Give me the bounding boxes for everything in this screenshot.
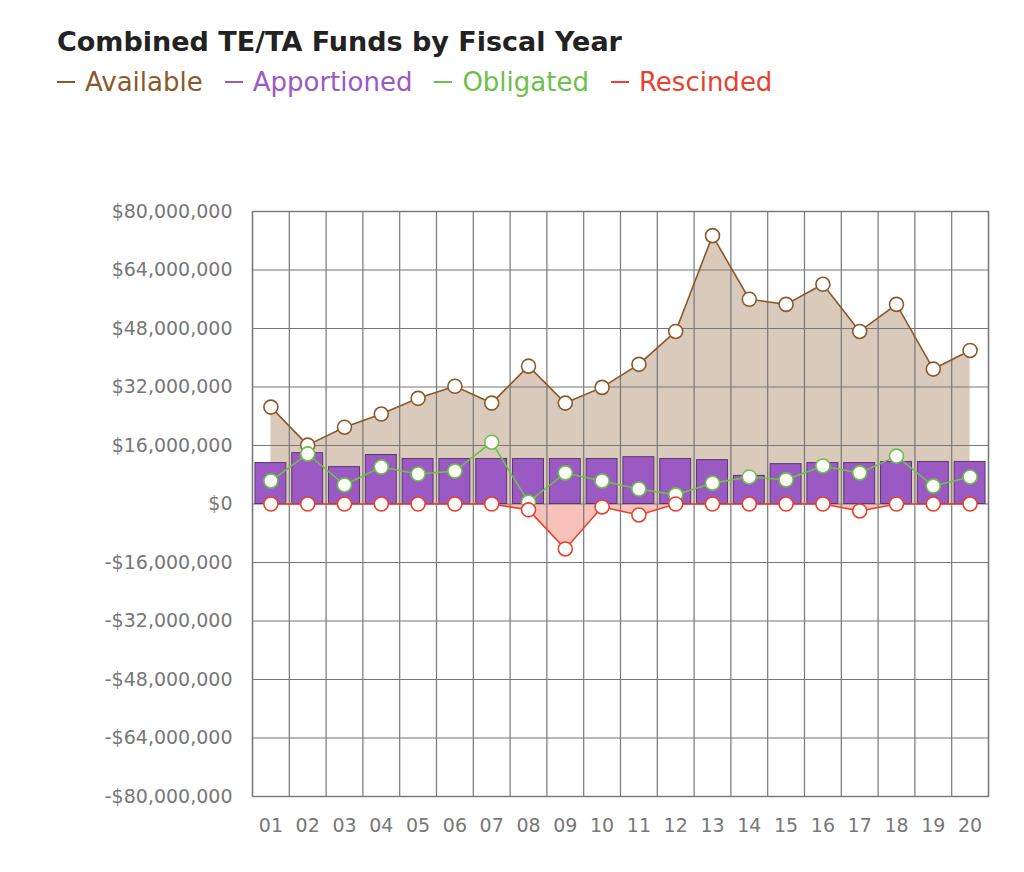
svg-text:$16,000,000: $16,000,000	[112, 434, 233, 456]
svg-text:10: 10	[590, 814, 614, 836]
svg-text:01: 01	[259, 814, 283, 836]
svg-text:05: 05	[406, 814, 430, 836]
svg-text:$48,000,000: $48,000,000	[112, 317, 233, 339]
svg-text:18: 18	[884, 814, 908, 836]
svg-text:11: 11	[627, 814, 651, 836]
svg-text:14: 14	[737, 814, 761, 836]
svg-text:13: 13	[700, 814, 724, 836]
svg-text:12: 12	[664, 814, 688, 836]
svg-text:20: 20	[958, 814, 982, 836]
svg-text:04: 04	[369, 814, 393, 836]
svg-text:$80,000,000: $80,000,000	[112, 200, 233, 222]
svg-text:02: 02	[296, 814, 320, 836]
html-text:Obligated: Obligated	[462, 67, 589, 97]
svg-text:-$32,000,000: -$32,000,000	[105, 609, 233, 631]
svg-text:$0: $0	[208, 492, 232, 514]
html-text:Available: Available	[85, 67, 203, 97]
svg-text:-$48,000,000: -$48,000,000	[105, 668, 233, 690]
html-text:Rescinded: Rescinded	[638, 67, 773, 97]
svg-text:19: 19	[921, 814, 945, 836]
svg-text:17: 17	[848, 814, 872, 836]
svg-text:07: 07	[480, 814, 504, 836]
svg-text:$64,000,000: $64,000,000	[112, 258, 233, 280]
svg-text:08: 08	[516, 814, 540, 836]
html-text:Apportioned: Apportioned	[252, 67, 413, 97]
svg-text:-$64,000,000: -$64,000,000	[105, 726, 233, 748]
svg-text:16: 16	[811, 814, 835, 836]
svg-text:09: 09	[553, 814, 577, 836]
svg-text:03: 03	[332, 814, 356, 836]
svg-text:-$16,000,000: -$16,000,000	[105, 551, 233, 573]
html-text:Combined TE/TA Funds by Fiscal: Combined TE/TA Funds by Fiscal Year	[57, 26, 622, 57]
svg-text:06: 06	[443, 814, 467, 836]
svg-text:$32,000,000: $32,000,000	[112, 375, 233, 397]
svg-text:15: 15	[774, 814, 798, 836]
svg-text:-$80,000,000: -$80,000,000	[105, 785, 233, 807]
